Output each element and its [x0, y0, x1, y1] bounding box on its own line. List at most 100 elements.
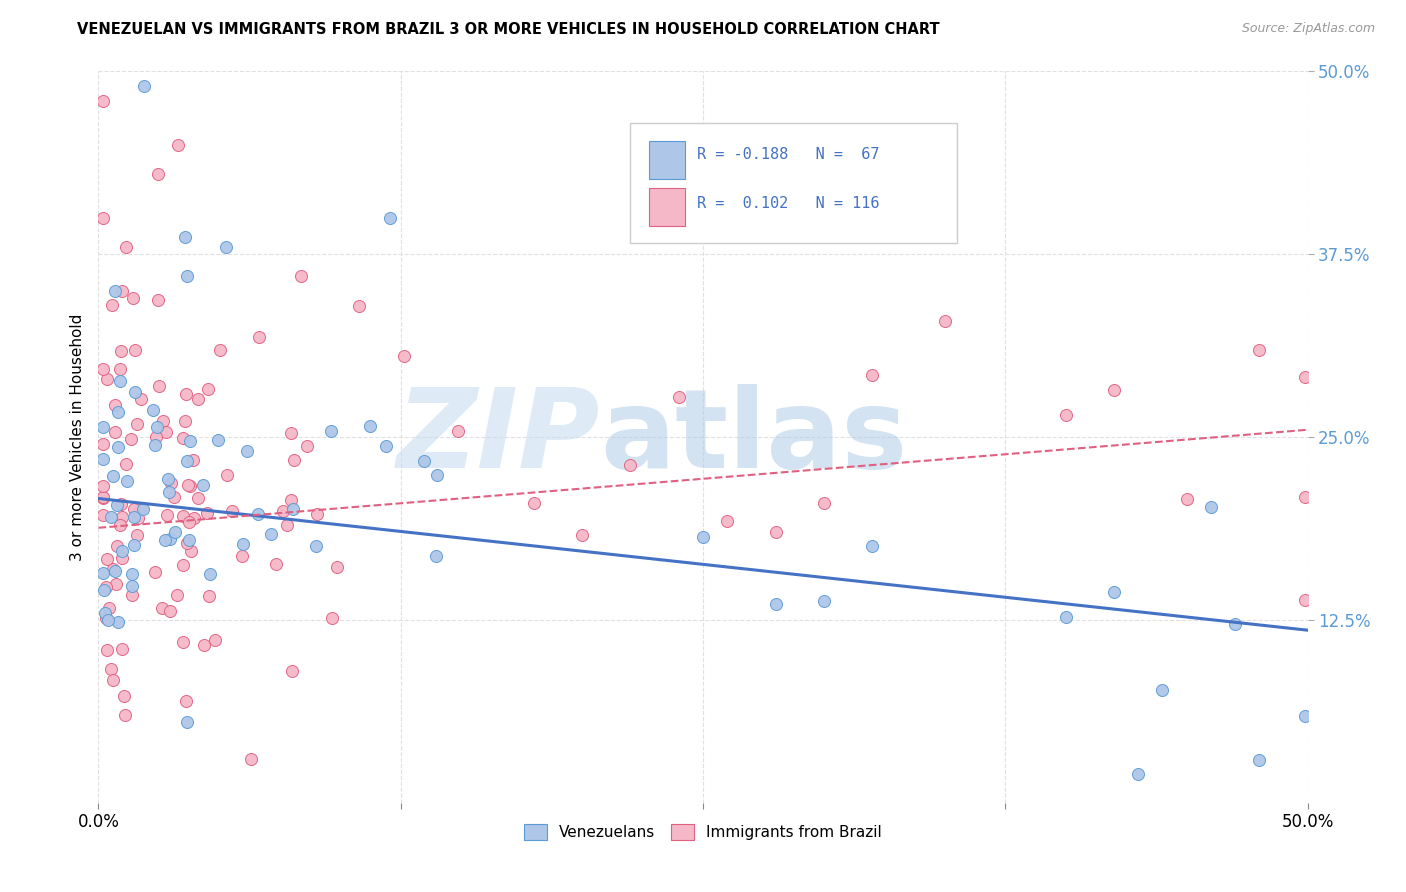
- Point: [321, 611, 343, 625]
- Point: [115, 240, 138, 254]
- Point: [96, 643, 118, 657]
- Point: [619, 458, 641, 472]
- Point: [177, 477, 200, 491]
- Point: [271, 504, 294, 518]
- Point: [215, 468, 238, 483]
- Point: [177, 533, 200, 548]
- Point: [446, 424, 468, 438]
- Point: [115, 457, 138, 471]
- Point: [197, 382, 219, 396]
- Point: [121, 567, 143, 582]
- Point: [1175, 492, 1198, 507]
- Point: [155, 425, 177, 440]
- Point: [187, 491, 209, 505]
- Point: [103, 673, 125, 687]
- Point: [174, 694, 197, 708]
- Point: [124, 385, 146, 400]
- Point: [236, 443, 259, 458]
- Point: [156, 508, 179, 522]
- Point: [813, 496, 835, 510]
- Point: [159, 604, 181, 618]
- Point: [1152, 683, 1174, 698]
- Point: [232, 537, 254, 551]
- Point: [122, 502, 145, 516]
- Point: [104, 398, 127, 412]
- Point: [197, 589, 219, 603]
- Point: [176, 536, 198, 550]
- Point: [105, 499, 128, 513]
- Point: [172, 558, 194, 573]
- Point: [1294, 709, 1316, 723]
- Point: [104, 284, 127, 298]
- Point: [153, 533, 176, 547]
- Point: [91, 451, 114, 466]
- Point: [392, 349, 415, 363]
- Point: [148, 379, 170, 393]
- Point: [146, 167, 169, 181]
- Point: [100, 510, 122, 524]
- Point: [187, 392, 209, 407]
- Point: [131, 502, 153, 516]
- Point: [166, 588, 188, 602]
- Point: [172, 509, 194, 524]
- Point: [111, 642, 134, 657]
- Point: [159, 533, 181, 547]
- Point: [1223, 616, 1246, 631]
- Text: Source: ZipAtlas.com: Source: ZipAtlas.com: [1241, 22, 1375, 36]
- Point: [143, 438, 166, 452]
- Point: [122, 509, 145, 524]
- Point: [157, 472, 180, 486]
- Point: [413, 454, 436, 468]
- Point: [204, 633, 226, 648]
- Point: [765, 524, 787, 539]
- Point: [159, 485, 181, 500]
- Point: [295, 439, 318, 453]
- Bar: [648, 188, 685, 227]
- Point: [264, 558, 287, 572]
- Point: [143, 565, 166, 579]
- Point: [1294, 491, 1316, 505]
- Point: [91, 94, 114, 108]
- Point: [180, 543, 202, 558]
- Point: [117, 474, 139, 488]
- Point: [1102, 383, 1125, 397]
- Point: [96, 551, 118, 566]
- Point: [107, 615, 129, 629]
- Point: [91, 508, 114, 523]
- Point: [174, 229, 197, 244]
- Point: [124, 343, 146, 357]
- Point: [425, 549, 447, 563]
- Point: [378, 211, 401, 225]
- Point: [280, 426, 302, 441]
- Point: [207, 433, 229, 447]
- Point: [94, 607, 117, 621]
- Point: [96, 372, 118, 386]
- Point: [107, 440, 129, 454]
- Point: [122, 538, 145, 552]
- Point: [1249, 753, 1271, 767]
- Point: [112, 689, 135, 703]
- Legend: Venezuelans, Immigrants from Brazil: Venezuelans, Immigrants from Brazil: [519, 818, 887, 847]
- Point: [91, 437, 114, 451]
- Point: [104, 425, 127, 440]
- Point: [183, 510, 205, 524]
- Point: [247, 330, 270, 344]
- Point: [110, 343, 132, 358]
- Y-axis label: 3 or more Vehicles in Household: 3 or more Vehicles in Household: [70, 313, 86, 561]
- Point: [146, 293, 169, 307]
- Point: [105, 539, 128, 553]
- Point: [104, 576, 127, 591]
- Point: [283, 452, 305, 467]
- Point: [1054, 610, 1077, 624]
- Point: [93, 583, 115, 598]
- Point: [1128, 766, 1150, 780]
- Point: [108, 362, 131, 376]
- Point: [172, 431, 194, 445]
- Point: [307, 507, 329, 521]
- Point: [716, 514, 738, 528]
- Point: [104, 564, 127, 578]
- Point: [108, 518, 131, 533]
- Point: [91, 491, 114, 506]
- Point: [668, 390, 690, 404]
- Point: [426, 467, 449, 482]
